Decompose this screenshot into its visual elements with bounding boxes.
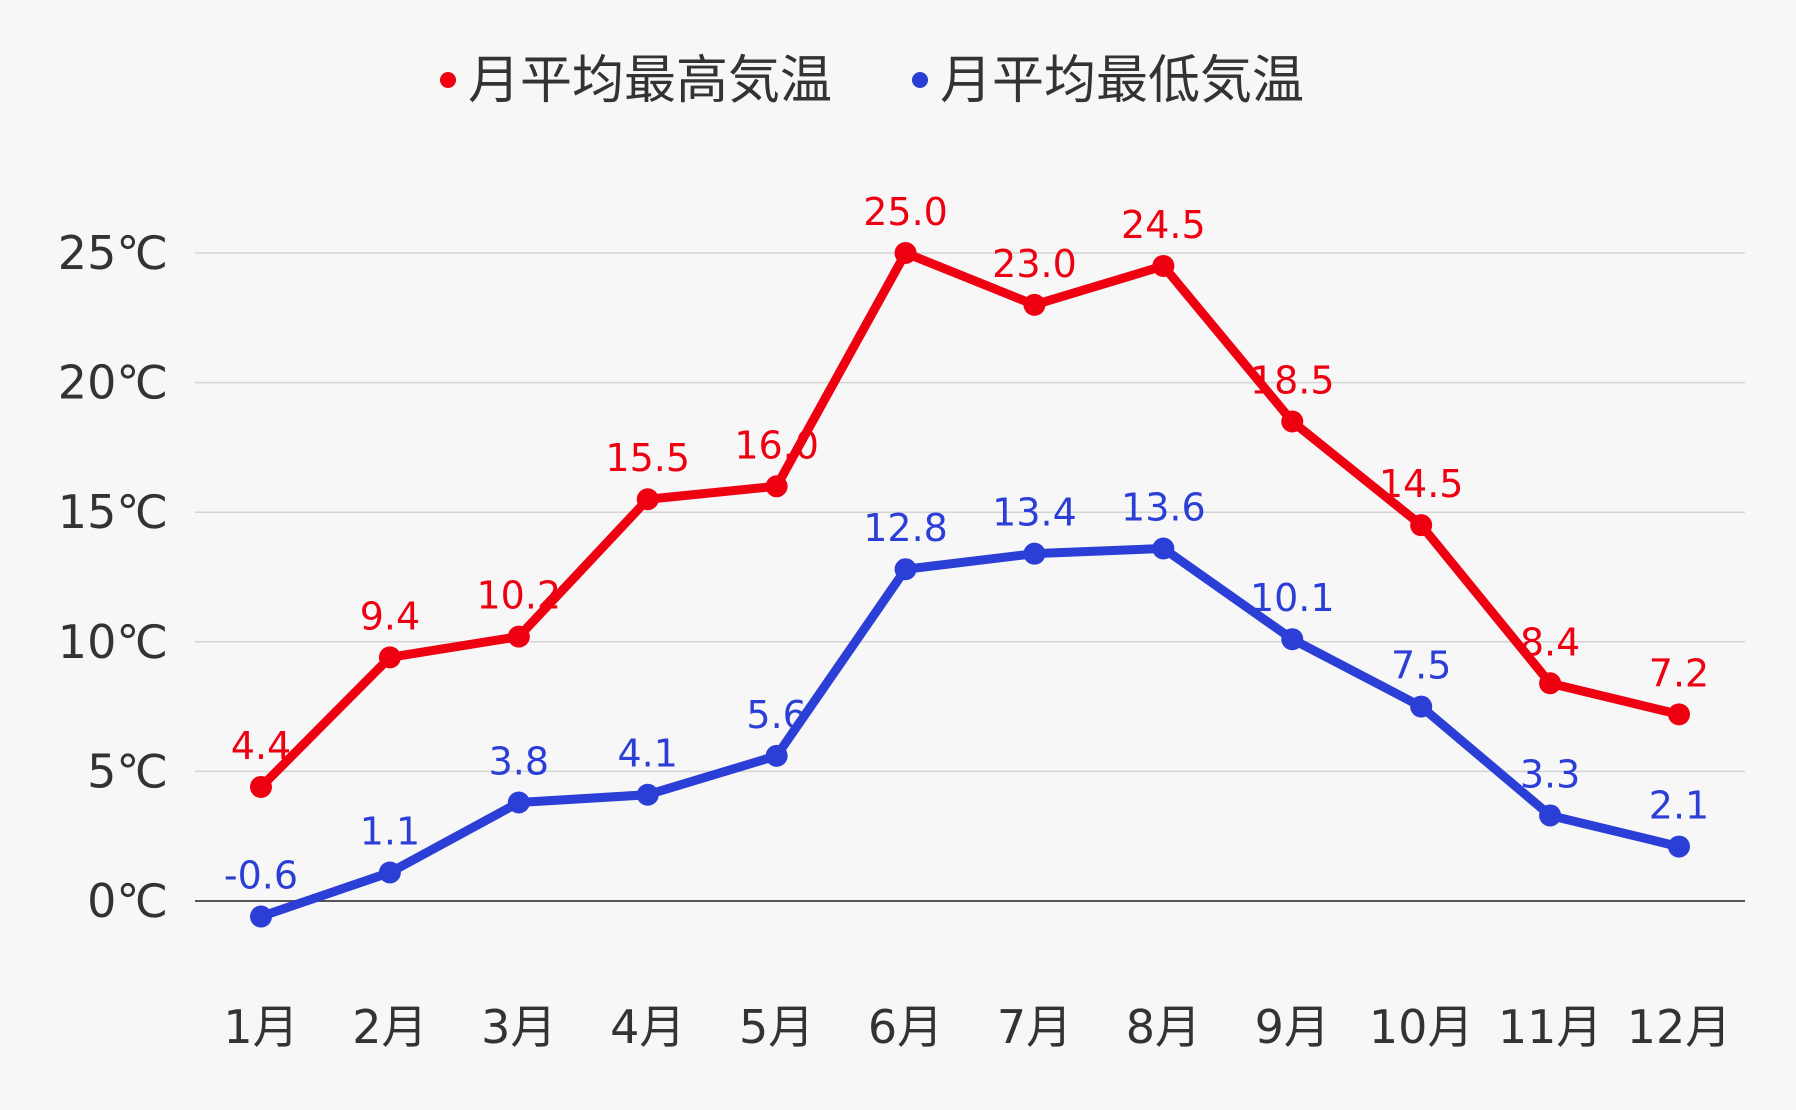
legend-label: 月平均最低気温: [940, 51, 1304, 111]
data-label: 4.4: [231, 724, 291, 768]
data-label: 8.4: [1520, 620, 1580, 664]
data-label: 7.5: [1391, 644, 1451, 688]
data-label: 7.2: [1649, 651, 1709, 695]
data-point: [636, 783, 659, 806]
data-point: [1281, 628, 1304, 651]
data-point: [636, 488, 659, 511]
x-tick-label: 7月: [997, 1000, 1072, 1054]
data-label: 14.5: [1379, 462, 1464, 506]
y-tick-label: 10℃: [58, 615, 168, 669]
y-tick-label: 20℃: [58, 356, 168, 410]
data-point: [1410, 514, 1433, 537]
y-tick-label: 15℃: [58, 485, 168, 539]
data-label: 4.1: [618, 732, 678, 776]
data-label: 2.1: [1649, 784, 1709, 828]
x-tick-label: 12月: [1627, 1000, 1732, 1054]
data-label: 15.5: [605, 436, 690, 480]
data-label: 13.4: [992, 491, 1077, 535]
x-tick-label: 9月: [1255, 1000, 1330, 1054]
data-label: 18.5: [1250, 358, 1335, 402]
data-point: [765, 475, 788, 498]
data-label: 24.5: [1121, 203, 1206, 247]
data-points: [250, 242, 1690, 928]
legend-marker: [912, 72, 928, 88]
data-label: 16.0: [734, 423, 819, 467]
y-axis: 0℃ 5℃ 10℃ 15℃ 20℃ 25℃: [58, 226, 168, 928]
y-tick-label: 0℃: [87, 874, 168, 928]
data-point: [1668, 703, 1690, 726]
data-point: [507, 625, 530, 648]
grid-lines: [195, 252, 1745, 902]
data-point: [1152, 537, 1175, 560]
data-label: 1.1: [360, 809, 420, 853]
x-tick-label: 10月: [1369, 1000, 1474, 1054]
data-point: [1152, 254, 1175, 277]
data-point: [507, 791, 530, 814]
data-point: [765, 744, 788, 767]
series-line: [256, 248, 1684, 792]
x-tick-label: 11月: [1498, 1000, 1603, 1054]
data-point: [1668, 835, 1690, 858]
data-label: 10.1: [1250, 576, 1335, 620]
data-point: [378, 861, 401, 884]
data-point: [1023, 542, 1046, 565]
data-point: [1281, 410, 1304, 433]
data-point: [250, 775, 272, 798]
x-axis: 1月 2月 3月 4月 5月 6月 7月 8月 9月 10月 11月 12月: [223, 1000, 1731, 1054]
data-label: 5.6: [746, 693, 806, 737]
x-tick-label: 4月: [610, 1000, 685, 1054]
data-point: [1539, 804, 1562, 827]
data-point: [894, 558, 917, 581]
data-point: [894, 242, 917, 264]
data-label: 3.3: [1520, 752, 1580, 796]
series-lines: [256, 248, 1684, 922]
legend-marker: [440, 72, 456, 88]
data-point: [378, 646, 401, 669]
data-point: [1539, 672, 1562, 695]
data-label: 23.0: [992, 242, 1077, 286]
data-label: 12.8: [863, 506, 948, 550]
data-point: [1410, 695, 1433, 718]
data-label: 10.2: [477, 574, 562, 618]
series-line: [256, 543, 1684, 922]
x-tick-label: 1月: [223, 1000, 298, 1054]
legend-label: 月平均最高気温: [468, 51, 832, 111]
x-tick-label: 8月: [1126, 1000, 1201, 1054]
x-tick-label: 6月: [868, 1000, 943, 1054]
x-tick-label: 3月: [481, 1000, 556, 1054]
data-label: 13.6: [1121, 485, 1206, 529]
y-tick-label: 25℃: [58, 226, 168, 280]
data-label: -0.6: [224, 854, 298, 898]
data-point: [250, 905, 272, 928]
data-label: 3.8: [489, 740, 549, 784]
y-tick-label: 5℃: [87, 744, 168, 798]
x-tick-label: 5月: [739, 1000, 814, 1054]
data-point: [1023, 293, 1046, 316]
data-labels: 4.4 9.4 10.2 15.5 16.0 25.0 23.0 24.5 18.5 14.5 8.…: [224, 190, 1709, 898]
x-tick-label: 2月: [352, 1000, 427, 1054]
legend: 月平均最高気温 月平均最低気温: [440, 51, 1304, 111]
data-label: 25.0: [863, 190, 948, 234]
data-label: 9.4: [360, 594, 420, 638]
